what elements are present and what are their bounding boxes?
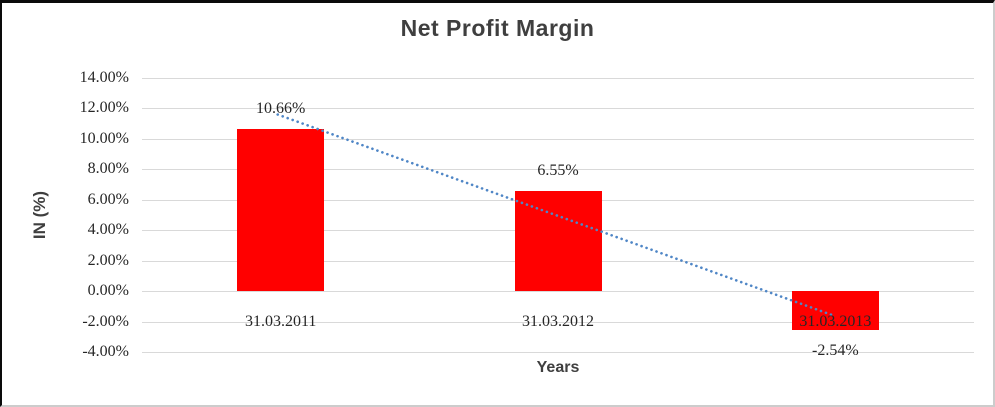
- category-label: 31.03.2013: [799, 312, 872, 330]
- bar-data-label: 6.55%: [537, 162, 579, 180]
- y-axis-tick-label: 10.00%: [79, 129, 129, 147]
- x-axis-title: Years: [536, 359, 580, 376]
- bar-data-label: -2.54%: [812, 341, 859, 359]
- y-axis-tick-label: -4.00%: [82, 343, 129, 360]
- y-axis-tick-label: 4.00%: [87, 221, 129, 239]
- gridline: [142, 321, 974, 323]
- y-axis-tick-label: 6.00%: [87, 190, 129, 208]
- chart-title: Net Profit Margin: [400, 15, 595, 41]
- bar: [514, 191, 602, 292]
- category-label: 31.03.2011: [244, 312, 317, 330]
- y-axis-tick-label: -2.00%: [82, 312, 129, 330]
- bar-data-label: 10.66%: [255, 99, 306, 117]
- bar: [237, 128, 325, 292]
- y-axis-tick-label: 12.00%: [79, 99, 129, 117]
- y-axis-tick-label: 0.00%: [87, 282, 129, 300]
- gridline: [142, 108, 974, 110]
- y-axis-tick-label: 8.00%: [87, 160, 129, 178]
- category-label: 31.03.2012: [522, 312, 594, 330]
- y-axis-tick-label: 14.00%: [79, 69, 129, 86]
- gridline: [142, 78, 974, 79]
- y-axis-tick-label: 2.00%: [87, 251, 129, 269]
- gridline: [142, 352, 974, 353]
